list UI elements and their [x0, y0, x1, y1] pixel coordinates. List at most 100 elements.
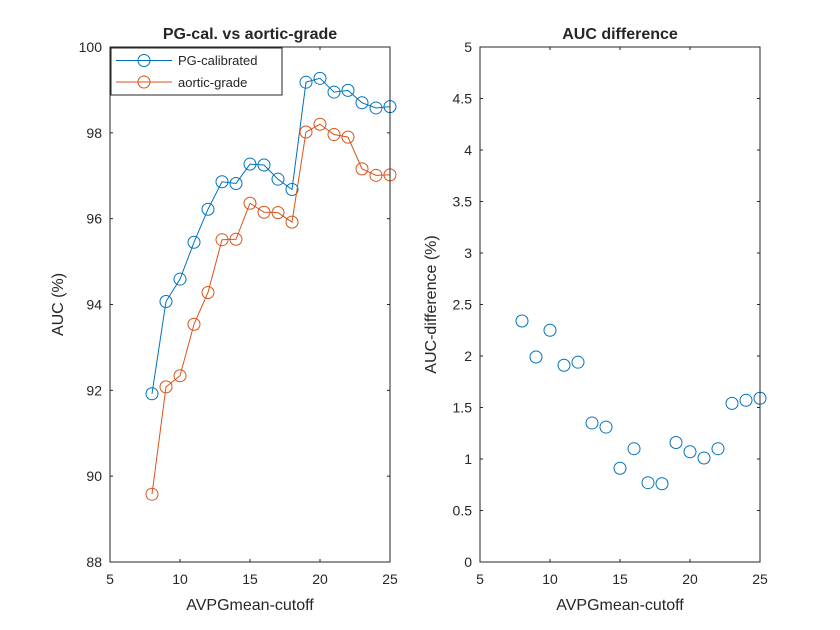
left-y-axis-label: AUC (%): [50, 273, 67, 336]
data-point-aortic-grade: [145, 487, 159, 501]
data-point-series-1: [725, 396, 739, 410]
right-y-tick-label: 5: [464, 39, 472, 55]
left-chart: 5 10 15 20 25 88 90 92 94 96 98 100 PG-cal. vs aort…: [50, 26, 398, 614]
left-plot-area: [110, 47, 390, 562]
data-point-aortic-grade: [313, 117, 327, 131]
data-point-aortic-grade: [327, 128, 341, 142]
series-line-pg-calibrated: [151, 77, 391, 394]
data-point-pg-calibrated: [313, 71, 327, 85]
right-plot-area: [480, 47, 760, 562]
data-point-pg-calibrated: [369, 101, 383, 115]
left-axis-ticks: 5 10 15 20 25 88 90 92 94 96 98 100: [79, 39, 398, 587]
right-x-tick-label: 5: [476, 571, 484, 587]
left-x-tick-label: 20: [312, 571, 328, 587]
right-y-tick-label: 2.5: [453, 297, 473, 313]
right-x-tick-label: 10: [542, 571, 558, 587]
data-point-aortic-grade: [299, 125, 313, 139]
data-point-series-1: [543, 323, 557, 337]
data-point-aortic-grade: [243, 196, 257, 210]
data-point-aortic-grade: [229, 232, 243, 246]
data-point-pg-calibrated: [341, 83, 355, 97]
data-point-pg-calibrated: [187, 235, 201, 249]
right-y-axis-label: AUC-difference (%): [423, 235, 440, 373]
data-point-aortic-grade: [215, 233, 229, 247]
right-chart-marks: [515, 314, 767, 491]
data-point-series-1: [627, 442, 641, 456]
right-x-axis-label: AVPGmean-cutoff: [556, 597, 684, 614]
right-y-tick-label: 3: [464, 245, 472, 261]
data-point-series-1: [599, 420, 613, 434]
data-point-series-1: [655, 477, 669, 491]
right-y-tick-label: 0: [464, 554, 472, 570]
legend-marker-aortic-grade: [137, 75, 151, 89]
data-point-pg-calibrated: [229, 176, 243, 190]
data-point-aortic-grade: [159, 380, 173, 394]
right-y-tick-label: 1.5: [453, 400, 473, 416]
data-point-pg-calibrated: [173, 272, 187, 286]
data-point-aortic-grade: [271, 206, 285, 220]
data-point-pg-calibrated: [201, 202, 215, 216]
data-point-series-1: [613, 461, 627, 475]
data-point-pg-calibrated: [159, 294, 173, 308]
right-chart-title: AUC difference: [562, 26, 678, 43]
data-point-pg-calibrated: [215, 175, 229, 189]
data-point-series-1: [711, 442, 725, 456]
left-y-tick-label: 92: [86, 382, 102, 398]
legend-marker-pg-calibrated: [137, 54, 151, 67]
right-y-tick-label: 2: [464, 348, 472, 364]
data-point-pg-calibrated: [145, 387, 159, 401]
data-point-aortic-grade: [187, 317, 201, 331]
data-point-aortic-grade: [257, 205, 271, 219]
left-x-tick-label: 5: [106, 571, 114, 587]
left-y-tick-label: 88: [86, 554, 102, 570]
data-point-series-1: [739, 393, 753, 407]
right-x-tick-label: 15: [612, 571, 628, 587]
left-chart-title: PG-cal. vs aortic-grade: [163, 26, 337, 43]
data-point-aortic-grade: [341, 130, 355, 144]
left-x-tick-label: 25: [382, 571, 398, 587]
right-axis-ticks: 5 10 15 20 25 0 0.5 1 1.5 2 2.5 3 3.5 4 4.5 5: [453, 39, 768, 587]
data-point-aortic-grade: [173, 369, 187, 383]
data-point-aortic-grade: [285, 215, 299, 229]
data-point-aortic-grade: [355, 162, 369, 176]
left-y-tick-label: 100: [79, 39, 103, 55]
right-y-tick-label: 4.5: [453, 91, 473, 107]
data-point-aortic-grade: [201, 285, 215, 299]
right-y-tick-label: 0.5: [453, 503, 473, 519]
legend: PG-calibrated aortic-grade: [110, 47, 283, 96]
data-point-pg-calibrated: [355, 96, 369, 110]
data-point-series-1: [557, 358, 571, 372]
left-x-tick-label: 10: [172, 571, 188, 587]
data-point-aortic-grade: [369, 168, 383, 182]
data-point-series-1: [529, 350, 543, 364]
data-point-series-1: [515, 314, 529, 328]
data-point-pg-calibrated: [243, 157, 257, 171]
left-y-tick-label: 96: [86, 211, 102, 227]
left-x-tick-label: 15: [242, 571, 258, 587]
left-chart-marks: [145, 71, 397, 501]
left-x-axis-label: AVPGmean-cutoff: [186, 597, 314, 614]
data-point-pg-calibrated: [257, 158, 271, 172]
data-point-series-1: [683, 445, 697, 459]
right-y-tick-label: 3.5: [453, 194, 473, 210]
right-y-tick-label: 4: [464, 142, 472, 158]
data-point-series-1: [571, 355, 585, 369]
legend-label-aortic-grade: aortic-grade: [178, 75, 247, 90]
right-chart: 5 10 15 20 25 0 0.5 1 1.5 2 2.5 3 3.5 4 4.5 5 AUC diffe…: [423, 26, 768, 614]
right-x-tick-label: 25: [752, 571, 768, 587]
data-point-pg-calibrated: [327, 85, 341, 99]
data-point-series-1: [585, 416, 599, 430]
legend-label-pg-calibrated: PG-calibrated: [178, 53, 257, 68]
data-point-pg-calibrated: [285, 182, 299, 196]
right-x-tick-label: 20: [682, 571, 698, 587]
data-point-pg-calibrated: [271, 172, 285, 186]
left-y-tick-label: 98: [86, 125, 102, 141]
left-y-tick-label: 90: [86, 468, 102, 484]
left-y-tick-label: 94: [86, 297, 102, 313]
right-y-tick-label: 1: [464, 451, 472, 467]
data-point-series-1: [669, 436, 683, 450]
data-point-series-1: [641, 476, 655, 490]
data-point-pg-calibrated: [299, 75, 313, 89]
data-point-series-1: [697, 451, 711, 465]
